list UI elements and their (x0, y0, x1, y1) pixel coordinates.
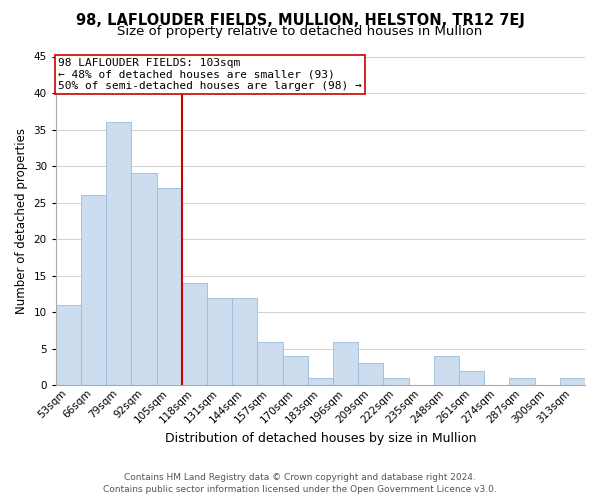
Bar (131, 174, 157, 386)
X-axis label: Distribution of detached houses by size in Mullion: Distribution of detached houses by size … (164, 432, 476, 445)
Bar (283, 356, 308, 386)
Bar (308, 378, 333, 386)
Bar (207, 298, 232, 386)
Text: 98, LAFLOUDER FIELDS, MULLION, HELSTON, TR12 7EJ: 98, LAFLOUDER FIELDS, MULLION, HELSTON, … (76, 12, 524, 28)
Y-axis label: Number of detached properties: Number of detached properties (15, 128, 28, 314)
Bar (257, 342, 283, 386)
Bar (358, 364, 383, 386)
Bar (232, 298, 257, 386)
Bar (459, 371, 484, 386)
Text: Size of property relative to detached houses in Mullion: Size of property relative to detached ho… (118, 25, 482, 38)
Bar (383, 378, 409, 386)
Text: 98 LAFLOUDER FIELDS: 103sqm
← 48% of detached houses are smaller (93)
50% of sem: 98 LAFLOUDER FIELDS: 103sqm ← 48% of det… (58, 58, 362, 91)
Bar (81, 196, 106, 386)
Bar (106, 122, 131, 386)
Text: Contains HM Land Registry data © Crown copyright and database right 2024.
Contai: Contains HM Land Registry data © Crown c… (103, 472, 497, 494)
Bar (157, 188, 182, 386)
Bar (56, 305, 81, 386)
Bar (434, 356, 459, 386)
Bar (333, 342, 358, 386)
Bar (182, 283, 207, 386)
Bar (560, 378, 585, 386)
Bar (509, 378, 535, 386)
